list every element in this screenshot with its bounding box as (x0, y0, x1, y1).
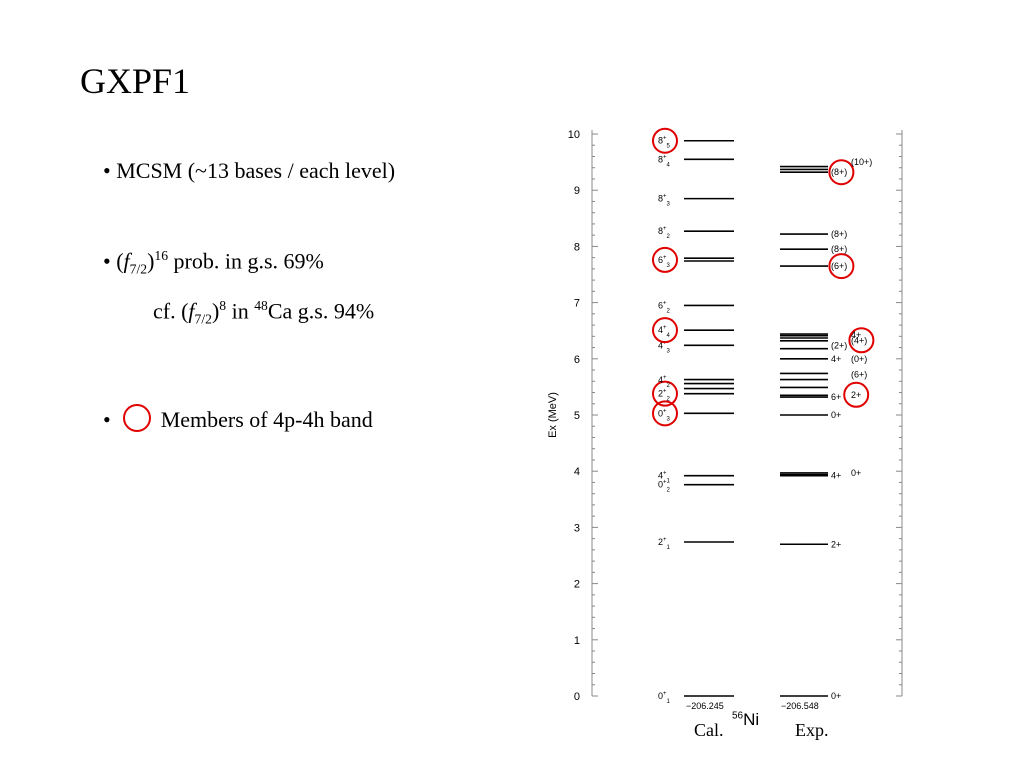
cal-level-label: 2+1 (658, 537, 671, 551)
slide-title: GXPF1 (80, 61, 191, 101)
red-circle-icon (652, 380, 678, 407)
bullet-compare: cf. (f7/2)8 in 48Ca g.s. 94% (153, 298, 375, 327)
exp-level-label: (4+) (851, 335, 867, 345)
cal-level-label: 0+1 (658, 691, 671, 705)
red-circle-icon (652, 317, 678, 344)
exp-binding-label: −206.548 (781, 701, 819, 711)
cal-level-label: 8+4 (658, 154, 671, 168)
b4-text: Members of 4p-4h band (160, 407, 373, 432)
cal-level-label: 0+3 (658, 408, 671, 422)
cal-level-label: 6+3 (658, 255, 671, 269)
exp-level-label: 0+ (831, 410, 841, 420)
b3-mid: in (226, 298, 255, 324)
b2-rest: prob. in g.s. 69% (168, 248, 324, 274)
cal-level-label: 0+2 (658, 480, 671, 494)
y-axis-label: Ex (MeV) (547, 392, 559, 438)
nucleus-mass: 56 (732, 710, 744, 722)
bullet-band: • Members of 4p-4h band (103, 404, 373, 433)
y-tick-label: 2 (574, 579, 580, 591)
red-circle-icon (848, 327, 875, 354)
cal-level-label: 2+2 (658, 389, 671, 403)
red-circle-icon (652, 246, 678, 273)
b4-dot: • (103, 407, 111, 432)
y-tick-label: 1 (574, 635, 580, 647)
red-circle-icon (652, 127, 678, 154)
cal-level-label: 8+2 (658, 226, 671, 240)
cal-level-label: 8+3 (658, 194, 671, 208)
exp-level-label: (6+) (851, 370, 867, 380)
b3-sub: 7/2 (194, 311, 212, 327)
y-tick-label: 9 (574, 185, 580, 197)
y-tick-label: 4 (574, 466, 580, 478)
cal-level-label: 4+3 (658, 340, 671, 354)
red-circle-icon (122, 404, 151, 432)
b2-sup: 16 (154, 248, 169, 263)
b3-rest: Ca g.s. 94% (267, 298, 375, 324)
exp-level-label: (8+) (831, 229, 847, 239)
exp-level-label: 2+ (831, 539, 841, 549)
b3-mass: 48 (254, 298, 268, 313)
cal-level-label: 6+2 (658, 300, 671, 314)
cal-level-label: 8+5 (658, 136, 671, 150)
footer-cal: Cal. (694, 720, 724, 740)
y-tick-label: 8 (574, 241, 580, 253)
y-tick-label: 5 (574, 410, 580, 422)
exp-level-label: (8+) (831, 244, 847, 254)
y-tick-label: 6 (574, 354, 580, 366)
exp-level-label: 0+ (831, 691, 841, 701)
b3-prefix: cf. ( (153, 298, 189, 324)
exp-level-label: 4+ (831, 471, 841, 481)
b2-sub: 7/2 (129, 261, 148, 277)
exp-level-label: (2+) (831, 340, 847, 350)
exp-level-label: 4+ (851, 330, 861, 340)
b3-f: f (188, 298, 195, 324)
b2-f: f (123, 248, 130, 274)
cal-level-label: 4+1 (658, 471, 671, 485)
cal-binding-label: −206.245 (686, 701, 724, 711)
footer-exp: Exp. (795, 720, 829, 740)
cal-level-label: 4+4 (658, 325, 671, 339)
exp-level-label: (8+) (831, 167, 847, 177)
exp-level-label: 2+ (851, 390, 861, 400)
red-circle-icon (828, 253, 855, 280)
red-circle-icon (843, 381, 870, 408)
red-circle-icon (828, 159, 855, 186)
b3-sup: 8 (219, 298, 227, 313)
y-tick-label: 10 (568, 129, 580, 141)
nucleus-symbol: Ni (743, 710, 760, 729)
y-tick-label: 3 (574, 522, 580, 534)
exp-level-label: (6+) (831, 261, 847, 271)
bullet-probability: • (f7/2)16 prob. in g.s. 69% (103, 248, 324, 277)
exp-level-label: 4+ (831, 354, 841, 364)
b2-prefix: • ( (103, 248, 124, 274)
cal-level-label: 4+2 (658, 375, 671, 389)
bullet-mcsm: • MCSM (~13 bases / each level) (103, 158, 396, 183)
y-tick-label: 0 (574, 691, 580, 703)
exp-level-label: 6+ (831, 392, 841, 402)
exp-level-label: 0+ (851, 468, 861, 478)
red-circle-icon (652, 400, 678, 427)
y-tick-label: 7 (574, 298, 580, 310)
footer-nucleus: 56Ni (732, 710, 759, 730)
exp-level-label: (0+) (851, 354, 867, 364)
exp-level-label: (10+) (851, 157, 872, 167)
